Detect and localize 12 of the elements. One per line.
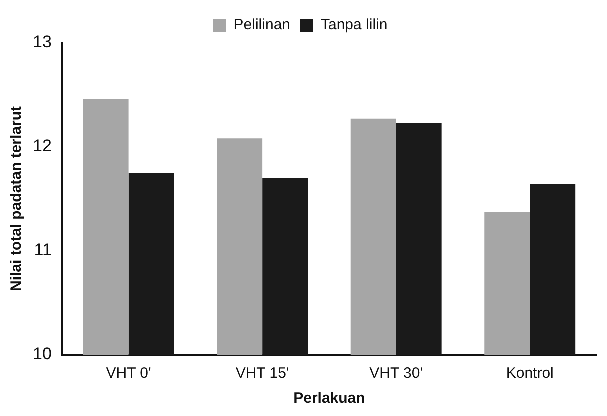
x-tick-label: VHT 15' <box>236 365 290 382</box>
x-tick-label: VHT 30' <box>370 365 424 382</box>
legend-label: Tanpa lilin <box>321 16 388 34</box>
x-tick-label: Kontrol <box>506 365 554 382</box>
y-tick-label: 12 <box>32 136 52 156</box>
y-axis-title: Nilai total padatan terlarut <box>8 106 26 292</box>
y-tick-label: 11 <box>34 240 52 260</box>
legend-label: Pelilinan <box>234 16 291 34</box>
y-tick-label: 10 <box>32 344 52 364</box>
x-axis-title: Perlakuan <box>294 390 366 408</box>
x-tick-label: VHT 0' <box>106 365 152 382</box>
y-tick-label: 13 <box>32 32 52 52</box>
